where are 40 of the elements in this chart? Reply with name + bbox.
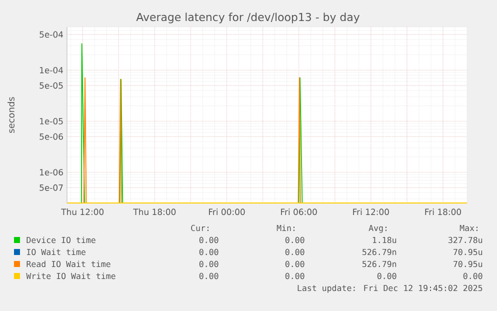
text: 0.00 <box>285 260 304 268</box>
y-tick-label: 5e-06 <box>40 133 63 140</box>
legend-label: Read IO Wait time <box>26 260 110 268</box>
text: Avg: <box>368 224 386 233</box>
x-tick-label: Thu 12:00 <box>61 208 104 216</box>
y-tick-label: 5e-07 <box>40 184 63 191</box>
text: 0.00 <box>285 248 304 256</box>
text: 526.79n <box>362 260 396 268</box>
text: Cur: <box>191 224 208 232</box>
y-axis-title: seconds <box>8 97 14 133</box>
text: Min: <box>276 224 294 231</box>
text: 70.95u <box>454 260 482 268</box>
x-tick-label: Fri 12:00 <box>353 208 389 216</box>
text: 0.00 <box>199 272 218 280</box>
text: 0.00 <box>199 236 218 244</box>
chart-title: Average latency for /dev/loop13 - by day <box>136 12 360 24</box>
y-tick-label: 5e-04 <box>40 31 63 38</box>
y-tick-label: 1e-06 <box>40 169 63 176</box>
y-tick-label: 1e-04 <box>40 66 63 74</box>
x-tick-label: Thu 18:00 <box>133 208 176 216</box>
text: 0.00 <box>377 272 396 280</box>
text: 70.95u <box>454 248 482 256</box>
text: Last update: Fri Dec 12 19:45:02 2025 <box>298 284 482 293</box>
text: 0.00 <box>285 272 304 280</box>
text: 526.79n <box>362 248 396 256</box>
x-tick-label: Fri 06:00 <box>281 208 317 216</box>
text: 1.18u <box>372 236 396 244</box>
text: 0.00 <box>285 236 304 244</box>
legend-label: IO Wait time <box>27 248 86 256</box>
text: 0.00 <box>199 260 218 268</box>
legend-label: Device IO time <box>26 236 96 244</box>
y-tick-label: 5e-05 <box>40 82 63 89</box>
text: 0.00 <box>199 248 218 256</box>
y-tick-label: 1e-05 <box>40 118 63 124</box>
text: 0.00 <box>463 272 482 280</box>
text: 327.78u <box>448 236 482 244</box>
x-tick-label: Fri 18:00 <box>425 208 462 216</box>
legend-label: Write IO Wait time <box>26 272 116 280</box>
x-tick-label: Fri 00:00 <box>209 208 245 216</box>
text: Max: <box>460 224 478 232</box>
